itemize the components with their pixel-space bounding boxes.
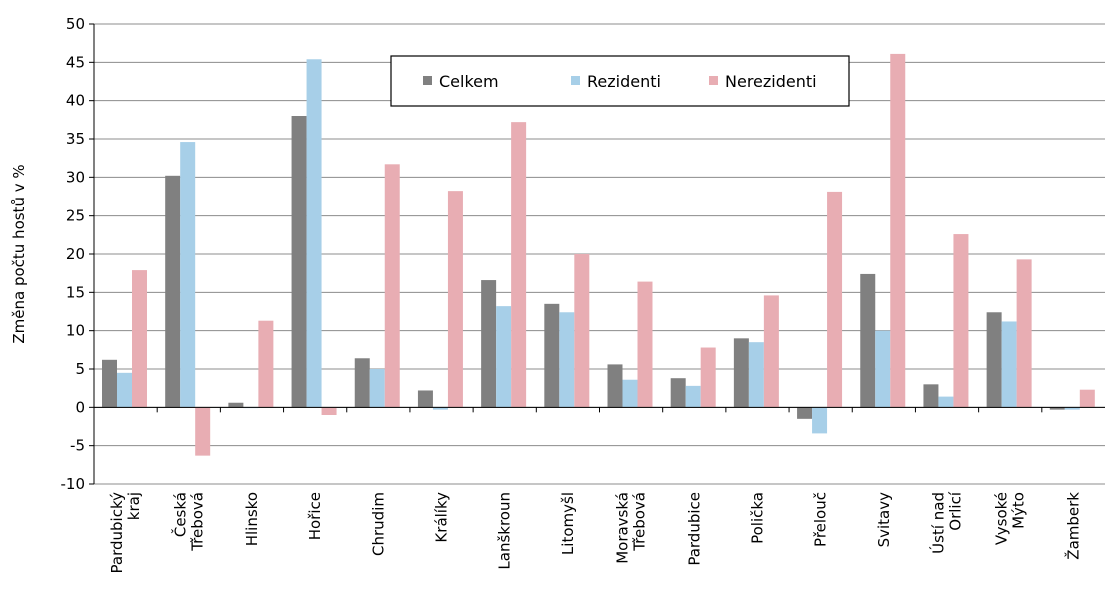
category-label: Česká (170, 492, 189, 537)
bar-celkem (986, 312, 1002, 408)
y-tick-label: 50 (66, 15, 85, 33)
y-tick-label: 20 (66, 245, 85, 263)
bar-rezidenti (306, 59, 322, 408)
category-label: Lanškroun (496, 492, 514, 570)
bar-rezidenti (180, 142, 196, 408)
category-label: Mýto (1010, 492, 1028, 529)
category-label: Orlicí (947, 491, 965, 531)
legend-label: Celkem (439, 72, 499, 91)
y-tick-label: -5 (70, 437, 85, 455)
bar-celkem (102, 359, 117, 408)
bar-celkem (544, 303, 560, 408)
category-label: Polička (748, 492, 766, 544)
bar-rezidenti (875, 330, 891, 408)
bar-nerezidenti (574, 254, 590, 408)
bar-celkem (923, 384, 939, 408)
legend-swatch (571, 76, 580, 85)
category-label: Králíky (433, 492, 451, 543)
category-label: Vysoké (993, 492, 1011, 545)
bar-nerezidenti (195, 407, 211, 456)
bar-nerezidenti (447, 191, 463, 408)
bar-celkem (481, 280, 497, 408)
bar-nerezidenti (953, 234, 969, 408)
category-label: Chrudim (369, 492, 387, 556)
bar-celkem (733, 338, 749, 408)
category-label: Třebová (631, 492, 649, 552)
category-label: Žamberk (1063, 492, 1082, 560)
bar-nerezidenti (890, 53, 906, 408)
y-tick-label: -10 (61, 475, 86, 493)
bar-celkem (1049, 407, 1065, 410)
bar-nerezidenti (384, 164, 400, 408)
bar-rezidenti (1001, 321, 1017, 408)
category-label: Pardubický (108, 492, 126, 574)
category-label: Hořice (306, 492, 324, 540)
category-label: Svitavy (875, 492, 893, 548)
legend-label: Rezidenti (587, 72, 661, 91)
category-label: Přelouč (812, 492, 830, 547)
bar-celkem (607, 364, 623, 408)
bar-nerezidenti (1079, 389, 1095, 408)
category-label: Ústí nad (929, 492, 948, 554)
legend-swatch (709, 76, 718, 85)
bar-celkem (291, 116, 307, 408)
category-label: Třebová (188, 492, 206, 552)
bar-celkem (417, 390, 433, 408)
bar-rezidenti (117, 372, 132, 408)
y-tick-label: 40 (66, 92, 85, 110)
legend-box (390, 55, 850, 107)
y-axis-title: Změna počtu hostů v % (10, 164, 28, 343)
y-tick-label: 15 (66, 283, 85, 301)
category-label: kraj (125, 492, 143, 520)
bar-rezidenti (748, 342, 764, 408)
category-label: Pardubice (685, 492, 703, 566)
bar-celkem (228, 402, 244, 408)
bar-celkem (670, 378, 686, 408)
bar-rezidenti (369, 369, 385, 408)
bar-nerezidenti (763, 295, 779, 408)
bar-rezidenti (622, 379, 638, 408)
bar-nerezidenti (700, 347, 716, 408)
y-tick-label: 25 (66, 207, 85, 225)
bar-nerezidenti (1016, 259, 1032, 408)
y-tick-label: 10 (66, 322, 85, 340)
y-tick-label: 45 (66, 53, 85, 71)
legend-swatch (423, 76, 432, 85)
bar-rezidenti (559, 312, 575, 408)
bar-nerezidenti (827, 191, 843, 408)
y-tick-label: 30 (66, 168, 85, 186)
bar-rezidenti (938, 396, 954, 408)
bar-celkem (354, 358, 370, 408)
category-label: Hlinsko (243, 492, 261, 546)
bar-rezidenti (812, 407, 828, 434)
category-label: Litomyšl (559, 492, 577, 555)
y-tick-label: 0 (75, 398, 85, 416)
bar-rezidenti (1064, 407, 1080, 410)
y-tick-label: 5 (75, 360, 85, 378)
bar-nerezidenti (321, 407, 337, 415)
y-tick-label: 35 (66, 130, 85, 148)
bar-celkem (860, 273, 876, 408)
legend-label: Nerezidenti (725, 72, 817, 91)
bar-nerezidenti (511, 122, 527, 408)
bar-nerezidenti (132, 270, 147, 408)
bar-celkem (165, 175, 181, 408)
category-label: Moravská (614, 492, 632, 564)
bar-celkem (797, 407, 813, 419)
bar-rezidenti (496, 306, 512, 408)
bar-rezidenti (432, 407, 448, 410)
bar-nerezidenti (637, 281, 653, 408)
bar-rezidenti (685, 385, 701, 408)
bar-nerezidenti (258, 320, 274, 408)
